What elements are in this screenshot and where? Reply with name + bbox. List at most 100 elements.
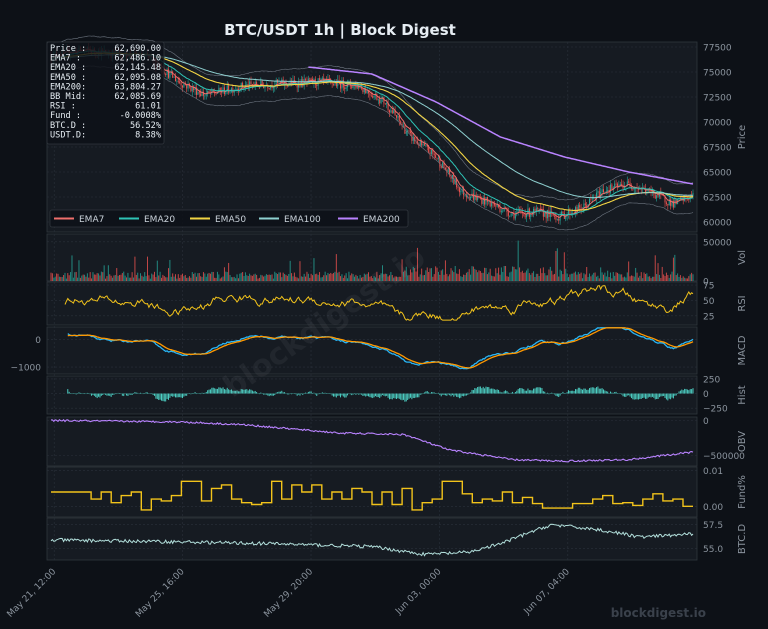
candle-body	[200, 93, 202, 97]
hist-bar	[205, 392, 207, 394]
volume-bar	[583, 273, 585, 281]
volume-bar	[342, 277, 344, 281]
volume-bar	[393, 277, 395, 281]
volume-bar	[430, 268, 432, 281]
volume-bar	[176, 278, 178, 281]
hist-bar	[579, 387, 581, 394]
candle-body	[254, 82, 256, 86]
hist-bar	[443, 393, 445, 396]
hist-bar	[209, 389, 211, 394]
candle-body	[400, 120, 402, 125]
hist-bar	[219, 387, 221, 394]
volume-bar	[514, 269, 516, 281]
legend-label: EMA20	[144, 215, 175, 225]
hist-bar	[82, 393, 84, 395]
volume-bar	[126, 277, 128, 281]
volume-bar	[415, 271, 417, 281]
hist-bar	[167, 393, 169, 400]
hist-bar	[416, 393, 418, 398]
volume-bar	[331, 273, 333, 281]
hist-bar	[338, 393, 340, 396]
hist-bar	[172, 393, 174, 397]
hist-bar	[444, 393, 446, 396]
candle-body	[435, 155, 437, 158]
volume-bar	[558, 276, 560, 281]
volume-bar	[384, 273, 386, 281]
volume-bar	[84, 274, 86, 281]
candle-body	[602, 189, 604, 193]
candle-body	[446, 169, 448, 173]
hist-bar	[263, 393, 265, 395]
hist-bar	[405, 393, 407, 402]
volume-bar	[286, 275, 288, 281]
hist-bar	[639, 393, 641, 399]
hist-bar	[326, 393, 328, 394]
volume-bar	[335, 254, 337, 281]
candle-body	[594, 197, 596, 199]
hist-bar	[461, 393, 463, 397]
hist-bar	[436, 393, 438, 394]
hist-bar	[267, 393, 269, 396]
hist-bar	[527, 388, 529, 394]
hist-bar	[197, 393, 199, 394]
hist-bar	[198, 393, 200, 395]
hist-bar	[270, 393, 272, 396]
volume-bar	[363, 273, 365, 281]
candle-body	[623, 186, 625, 189]
hist-bar	[236, 390, 238, 394]
volume-bar	[285, 274, 287, 281]
hist-bar	[370, 393, 372, 398]
hist-bar	[323, 392, 325, 394]
candle-body	[401, 124, 403, 126]
volume-bar	[429, 268, 431, 281]
hist-bar	[412, 393, 414, 398]
hist-bar	[670, 393, 672, 400]
hist-bar	[485, 386, 487, 394]
candle-body	[580, 207, 582, 210]
volume-bar	[691, 272, 693, 281]
volume-bar	[109, 274, 111, 281]
hist-bar	[340, 393, 342, 398]
candle-body	[205, 94, 207, 96]
hist-bar	[316, 393, 318, 396]
hist-bar	[169, 393, 171, 398]
volume-bar	[173, 276, 175, 281]
volume-bar	[270, 274, 272, 281]
hist-bar	[591, 387, 593, 394]
hist-bar	[565, 393, 567, 394]
hist-bar	[96, 393, 98, 399]
hist-bar	[605, 391, 607, 394]
hist-bar	[439, 393, 441, 395]
candle-body	[632, 188, 634, 190]
candle-body	[412, 136, 414, 141]
hist-bar	[212, 387, 214, 394]
panel-obv	[46, 416, 698, 467]
hist-bar	[102, 393, 104, 396]
candle-body	[534, 208, 536, 212]
volume-bar	[551, 270, 553, 281]
hist-bar	[243, 389, 245, 394]
candle-body	[449, 169, 451, 176]
hist-bar	[109, 393, 111, 396]
info-value: 8.38%	[135, 130, 162, 140]
volume-bar	[653, 276, 655, 281]
candle-body	[404, 125, 406, 134]
volume-bar	[681, 277, 683, 281]
tick-label-macd: −1000	[11, 364, 42, 374]
hist-bar	[587, 389, 589, 394]
volume-bar	[491, 275, 493, 281]
volume-bar	[102, 272, 104, 281]
volume-bar	[510, 271, 512, 281]
volume-bar	[148, 275, 150, 281]
volume-bar	[562, 274, 564, 281]
hist-bar	[668, 393, 670, 399]
volume-bar	[520, 272, 522, 281]
volume-bar	[425, 270, 427, 281]
hist-bar	[505, 390, 507, 394]
hist-bar	[180, 393, 182, 398]
info-label: BTC.D :	[50, 121, 86, 131]
volume-bar	[618, 273, 620, 281]
hist-bar	[468, 393, 470, 395]
candle-body	[320, 78, 322, 80]
volume-bar	[169, 259, 171, 281]
